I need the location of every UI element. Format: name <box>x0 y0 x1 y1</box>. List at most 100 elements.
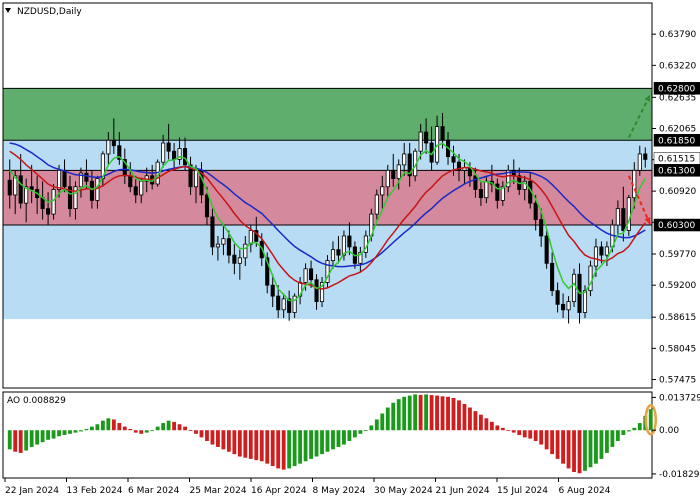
level-tag-label: 0.61850 <box>658 136 695 146</box>
price-tick-label: 0.62635 <box>659 93 696 103</box>
candle <box>57 164 62 198</box>
ao-bar <box>232 430 237 455</box>
ao-bar <box>13 430 18 452</box>
ao-bar <box>276 430 281 469</box>
forecast-arrow-1 <box>627 175 651 225</box>
candle <box>325 255 330 288</box>
candle <box>341 230 346 261</box>
moving-average-line-0 <box>9 142 646 268</box>
ao-bar <box>62 430 67 435</box>
ao-bar <box>489 421 494 431</box>
candle <box>221 225 226 256</box>
candle-body <box>51 189 56 215</box>
ao-bar <box>396 399 401 431</box>
ao-bar <box>604 430 609 453</box>
level-tag: 0.62800 <box>653 82 700 95</box>
candle <box>237 249 242 280</box>
ao-bar <box>561 430 565 464</box>
ao-bar <box>161 423 166 431</box>
candle <box>571 268 577 308</box>
candle <box>95 175 100 209</box>
level-tag: 0.60300 <box>653 218 700 232</box>
candle <box>210 208 215 256</box>
ao-bar <box>303 430 308 462</box>
candle <box>582 285 588 318</box>
ao-bar <box>183 426 187 431</box>
forecast-arrowhead-1 <box>644 216 651 224</box>
date-tick-label: 15 Jul 2024 <box>497 486 548 496</box>
candle <box>451 145 456 176</box>
ao-bar <box>259 430 264 462</box>
ao-bar <box>314 430 319 457</box>
ao-bar <box>626 430 631 432</box>
candle-body <box>473 175 478 190</box>
ao-bar <box>18 430 23 453</box>
date-axis: 22 Jan 2024 13 Feb 2024 6 Mar 2024 25 Mar 2… <box>4 478 611 496</box>
forecast-arrowhead-0 <box>644 94 650 102</box>
ao-bar <box>610 430 615 447</box>
candle-body <box>506 169 511 188</box>
candle <box>604 241 609 267</box>
ao-bar <box>199 430 204 438</box>
candle <box>292 293 297 318</box>
ao-bar <box>418 394 423 431</box>
price-tick-label: 0.57475 <box>659 376 696 386</box>
candle-body <box>254 230 259 242</box>
candle <box>319 276 325 308</box>
ao-axis: 0.013729 0.00 -0.018297 <box>652 393 700 480</box>
candle <box>183 137 188 171</box>
ao-bar <box>221 430 226 450</box>
level-tag-box <box>653 134 700 147</box>
candle <box>106 132 111 165</box>
candle-body <box>325 260 330 283</box>
candle-body <box>183 148 188 166</box>
candle <box>358 246 363 272</box>
candle-body <box>588 265 593 292</box>
ao-bar <box>122 426 127 431</box>
candle <box>281 293 286 318</box>
ao-bar <box>292 430 297 467</box>
candle <box>396 159 401 190</box>
ao-bar <box>342 430 346 445</box>
candle <box>643 147 648 168</box>
ao-bar <box>216 430 220 447</box>
ao-bar <box>188 430 193 432</box>
ao-bar <box>166 420 171 431</box>
candle-body <box>637 153 642 171</box>
level-lines <box>3 87 652 226</box>
ao-bar <box>287 430 292 469</box>
candle <box>232 244 237 275</box>
candle <box>133 175 138 204</box>
candle <box>561 293 566 318</box>
candle <box>374 189 379 220</box>
candle-body <box>62 169 67 188</box>
candle-body <box>643 153 648 160</box>
ao-bar <box>495 425 500 431</box>
ao-bar <box>572 430 576 473</box>
dropdown-icon[interactable] <box>5 8 11 13</box>
ao-bar <box>320 430 324 455</box>
ao-bar <box>555 430 560 459</box>
candle-body <box>226 238 231 256</box>
ao-bar <box>528 430 533 439</box>
ao-bar <box>440 396 445 431</box>
candle <box>566 296 571 324</box>
candle-body <box>221 238 226 245</box>
ao-bar <box>385 407 390 431</box>
level-tag: 0.61515 <box>653 152 700 165</box>
candle <box>100 151 105 187</box>
moving-average-line-2 <box>9 142 646 302</box>
ao-bar <box>594 430 598 464</box>
ao-bar <box>144 430 149 433</box>
candle <box>599 241 604 264</box>
candle-body <box>402 153 407 166</box>
candle-body <box>440 126 445 141</box>
ao-bar <box>309 430 313 459</box>
ao-bar <box>506 430 511 432</box>
candle-body <box>248 230 253 245</box>
ao-title: AO 0.008829 <box>7 396 66 406</box>
price-tick-label: 0.62065 <box>659 125 696 135</box>
candle <box>7 159 12 209</box>
